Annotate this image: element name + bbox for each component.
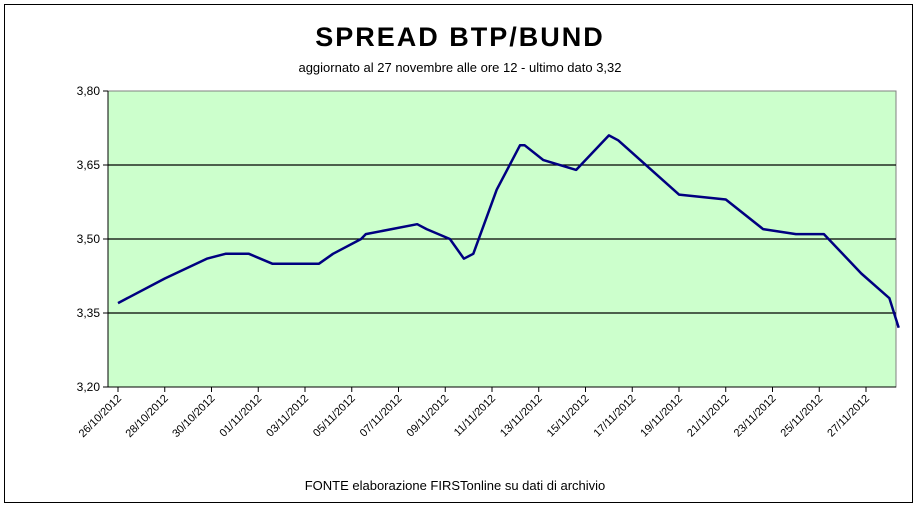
x-tick-label: 09/11/2012 [405,393,452,440]
x-tick-label: 28/10/2012 [123,393,170,440]
y-tick-label: 3,35 [77,306,101,320]
x-tick-label: 17/11/2012 [592,393,639,440]
x-tick-label: 23/11/2012 [732,393,779,440]
x-tick-label: 15/11/2012 [545,393,592,440]
x-tick-label: 11/11/2012 [452,393,498,439]
series-line [117,134,900,329]
chart-title: SPREAD BTP/BUND [315,22,605,52]
x-tick-label: 26/10/2012 [77,393,124,440]
x-tick-label: 21/11/2012 [685,393,732,440]
y-tick-label: 3,20 [77,380,101,394]
x-tick-label: 07/11/2012 [358,393,405,440]
x-tick-label: 30/10/2012 [170,393,217,440]
y-tick-label: 3,50 [77,232,101,246]
x-tick-label: 19/11/2012 [638,393,685,440]
x-tick-label: 03/11/2012 [264,393,311,440]
x-tick-label: 01/11/2012 [218,393,265,440]
x-tick-label: 13/11/2012 [498,393,545,440]
y-tick-label: 3,80 [77,84,101,98]
chart-subtitle: aggiornato al 27 novembre alle ore 12 - … [298,60,622,75]
x-tick-label: 25/11/2012 [779,393,826,440]
x-tick-label: 27/11/2012 [825,393,872,440]
y-tick-label: 3,65 [77,158,101,172]
source-note: FONTE elaborazione FIRSTonline su dati d… [304,478,606,493]
x-tick-label: 05/11/2012 [311,393,358,440]
